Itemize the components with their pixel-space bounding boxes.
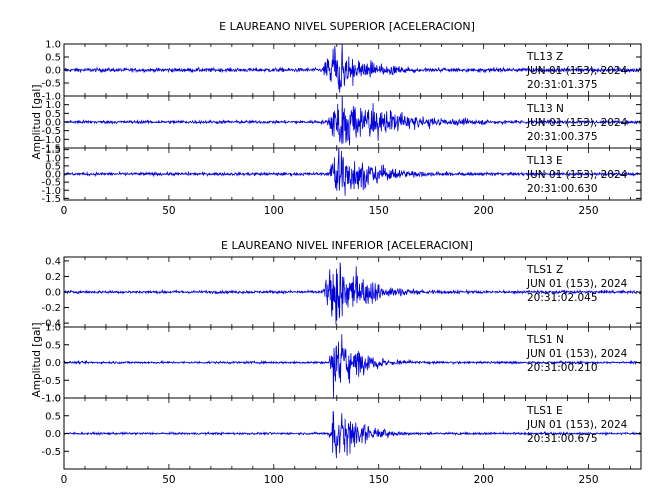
y-tick-label: -0.2 <box>41 303 61 314</box>
station-label: TL13 Z <box>526 51 563 63</box>
x-tick-label: 150 <box>369 474 389 486</box>
chart-superior: E LAUREANO NIVEL SUPERIOR [ACELERACION] … <box>31 20 642 217</box>
y-tick-label: -1.0 <box>41 394 61 405</box>
waveform <box>64 334 641 398</box>
station-label: TL13 N <box>526 103 564 115</box>
waveform <box>64 44 641 93</box>
trace-panel: 1.0 0.5 0.0 -0.5 TLS1 E JUN 01 (153), 2024 20:… <box>41 394 642 470</box>
x-tick-label: 200 <box>474 474 494 486</box>
station-label: TL13 E <box>526 155 563 167</box>
y-tick-label: 1.0 <box>45 394 61 405</box>
station-label: TLS1 E <box>526 405 563 417</box>
y-tick-label: 1.0 <box>45 323 61 334</box>
x-tick-label: 200 <box>474 205 494 217</box>
y-tick-label: -0.5 <box>41 447 61 458</box>
y-tick-label: -0.4 <box>41 319 61 330</box>
chart-inferior: E LAUREANO NIVEL INFERIOR [ACELERACION] … <box>31 239 642 486</box>
traces-inferior: 0.4 0.2 0.0 -0.2 -0.4 TLS1 Z JUN 01 (153), 202… <box>41 256 642 470</box>
date-label: JUN 01 (153), 2024 <box>526 117 628 129</box>
y-tick-label: 0.0 <box>45 170 61 181</box>
time-label: 20:31:00.375 <box>527 131 598 143</box>
y-tick-label: 0.0 <box>45 118 61 129</box>
waveform <box>64 411 641 459</box>
chart-title: E LAUREANO NIVEL INFERIOR [ACELERACION] <box>221 239 473 252</box>
y-tick-label: -1.0 <box>41 135 61 146</box>
waveform <box>64 148 641 196</box>
y-tick-label: -0.5 <box>41 376 61 387</box>
time-label: 20:31:02.045 <box>527 292 598 304</box>
station-label: TLS1 N <box>526 334 564 346</box>
x-tick-label: 0 <box>61 205 68 217</box>
y-tick-label: 0.0 <box>45 429 61 440</box>
x-tick-label: 250 <box>579 474 599 486</box>
y-tick-label: -1.5 <box>41 144 61 155</box>
y-tick-label: 0.0 <box>45 288 61 299</box>
date-label: JUN 01 (153), 2024 <box>526 348 628 360</box>
y-tick-label: 1.0 <box>45 153 61 164</box>
y-tick-label: 0.0 <box>45 358 61 369</box>
y-tick-label: 0.5 <box>45 161 61 172</box>
x-tick-label: 100 <box>264 474 284 486</box>
date-label: JUN 01 (153), 2024 <box>526 278 628 290</box>
y-tick-label: 0.5 <box>45 411 61 422</box>
x-tick-label: 250 <box>579 205 599 217</box>
time-label: 20:31:00.210 <box>527 362 598 374</box>
y-tick-label: 0.5 <box>45 340 61 351</box>
x-axis: 0 50 100 150 200 250 <box>61 474 599 486</box>
x-tick-label: 150 <box>369 205 389 217</box>
y-tick-label: -1.0 <box>41 186 61 197</box>
y-tick-label: 1.5 <box>45 145 61 156</box>
y-axis-label: Amplitud [gal] <box>31 85 43 160</box>
trace-panel: 1.0 0.5 0.0 -0.5 -1.0 TLS1 N JUN 01 (153), 202… <box>41 323 642 405</box>
y-tick-label: 0.5 <box>45 109 61 120</box>
y-tick-label: 0.4 <box>45 256 61 267</box>
y-tick-label: 0.2 <box>45 272 61 283</box>
time-label: 20:31:01.375 <box>527 79 598 91</box>
y-axis-label: Amplitud [gal] <box>31 323 43 398</box>
x-axis: 0 50 100 150 200 250 <box>61 205 599 217</box>
date-label: JUN 01 (153), 2024 <box>526 169 628 181</box>
trace-panel: 0.4 0.2 0.0 -0.2 -0.4 TLS1 Z JUN 01 (153), 202… <box>41 256 642 330</box>
date-label: JUN 01 (153), 2024 <box>526 419 628 431</box>
y-tick-label: -0.5 <box>41 178 61 189</box>
y-tick-label: 0.5 <box>45 53 61 64</box>
chart-title: E LAUREANO NIVEL SUPERIOR [ACELERACION] <box>219 20 475 33</box>
waveform <box>64 262 641 325</box>
y-tick-label: 0.0 <box>45 66 61 77</box>
y-tick-label: -0.5 <box>41 126 61 137</box>
y-tick-label: 1.0 <box>45 40 61 51</box>
y-tick-label: 1.0 <box>45 100 61 111</box>
y-tick-label: -1.0 <box>41 92 61 103</box>
y-tick-label: -1.5 <box>41 194 61 205</box>
x-tick-label: 100 <box>264 205 284 217</box>
date-label: JUN 01 (153), 2024 <box>526 65 628 77</box>
time-label: 20:31:00.675 <box>527 433 598 445</box>
x-tick-label: 50 <box>162 205 175 217</box>
x-tick-label: 0 <box>61 474 68 486</box>
time-label: 20:31:00.630 <box>527 183 598 195</box>
x-tick-label: 50 <box>162 474 175 486</box>
y-tick-label: -0.5 <box>41 79 61 90</box>
waveform <box>64 96 641 146</box>
station-label: TLS1 Z <box>526 264 563 276</box>
